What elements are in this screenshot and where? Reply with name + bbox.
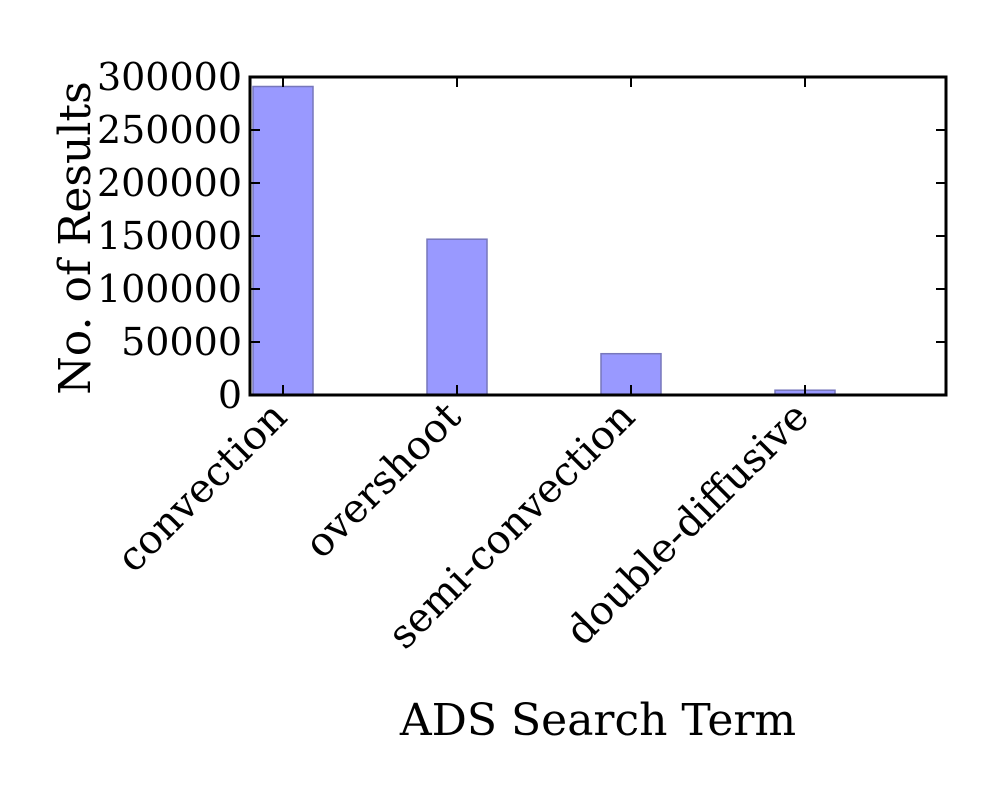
y-tick-label: 150000: [97, 214, 242, 258]
plot-frame: [248, 75, 948, 397]
bars-layer: [252, 85, 836, 396]
x-tick-label-overshoot: overshoot: [296, 394, 470, 568]
ticks-layer: [250, 76, 946, 396]
bar-overshoot: [426, 238, 488, 396]
x-axis-title: ADS Search Term: [399, 695, 796, 746]
y-tick-label: 0: [218, 373, 242, 417]
x-tick-label-convection: convection: [108, 394, 296, 582]
y-axis-title: No. of Results: [50, 81, 101, 394]
y-tick-label: 50000: [121, 320, 242, 364]
y-tick-labels: 0 50000 100000 150000 200000 250000 300000: [97, 55, 242, 417]
y-tick-label: 100000: [97, 267, 242, 311]
y-tick-label: 200000: [97, 161, 242, 205]
y-tick-label: 250000: [97, 108, 242, 152]
bar-convection: [252, 85, 314, 396]
y-tick-label: 300000: [97, 55, 242, 99]
x-tick-labels: convection overshootsemi-convectiondouble…: [108, 394, 818, 659]
